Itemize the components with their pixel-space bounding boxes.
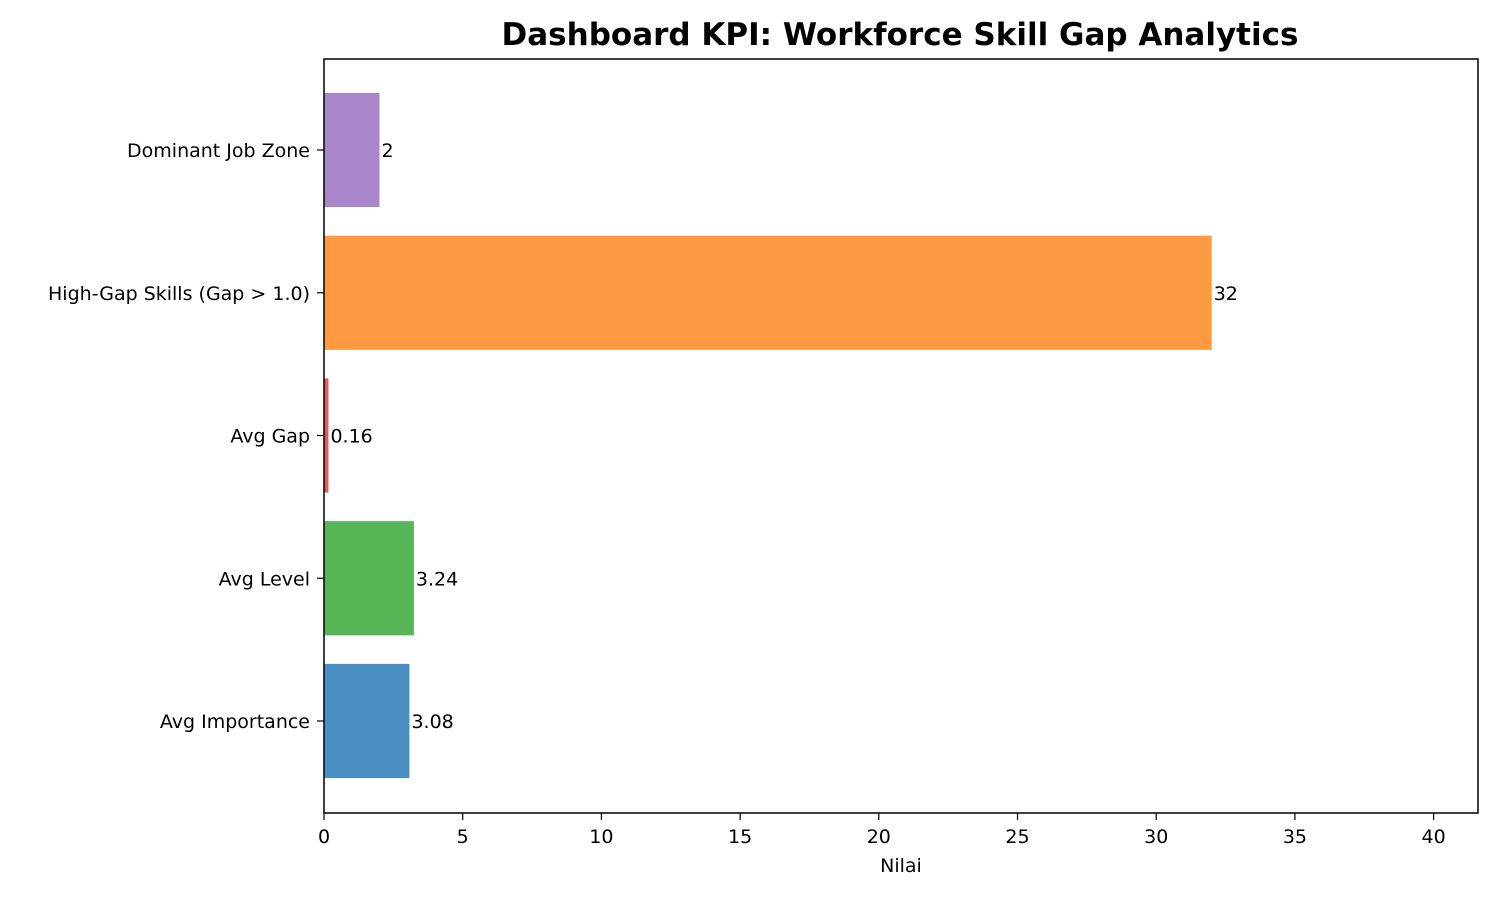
- x-tick-label-5: 25: [1005, 826, 1029, 848]
- x-tick-label-6: 30: [1144, 826, 1168, 848]
- bars-group: [324, 92, 1212, 779]
- x-axis-ticks: 0 5 10 15 20 25 30 35 40: [318, 813, 1446, 848]
- x-tick-label-1: 5: [457, 826, 469, 848]
- y-tick-label-4: Dominant Job Zone: [127, 140, 310, 162]
- chart-title: Dashboard KPI: Workforce Skill Gap Analy…: [502, 17, 1299, 53]
- bar-3: [324, 235, 1212, 350]
- x-axis-label: Nilai: [880, 855, 922, 877]
- bar-4: [324, 92, 380, 208]
- value-label-4: 2: [381, 140, 393, 162]
- value-label-3: 32: [1214, 283, 1238, 305]
- value-label-1: 3.24: [416, 568, 458, 590]
- y-tick-label-3: High-Gap Skills (Gap > 1.0): [48, 283, 310, 305]
- value-labels-group: 3.08 3.24 0.16 32 2: [330, 140, 1237, 733]
- y-tick-label-0: Avg Importance: [160, 711, 310, 733]
- x-tick-label-8: 40: [1422, 826, 1446, 848]
- bar-1: [324, 521, 414, 636]
- x-tick-label-0: 0: [318, 826, 330, 848]
- value-label-2: 0.16: [330, 426, 372, 448]
- x-tick-label-3: 15: [728, 826, 752, 848]
- x-tick-label-4: 20: [867, 826, 891, 848]
- x-tick-label-7: 35: [1283, 826, 1307, 848]
- y-tick-label-1: Avg Level: [219, 568, 310, 590]
- y-axis-ticks: Avg Importance Avg Level Avg Gap High-Gap S…: [48, 140, 324, 733]
- bar-0: [324, 663, 410, 779]
- bar-2: [324, 378, 329, 493]
- value-label-0: 3.08: [411, 711, 453, 733]
- y-tick-label-2: Avg Gap: [230, 426, 310, 448]
- plot-frame: [323, 58, 1479, 814]
- x-tick-label-2: 10: [589, 826, 613, 848]
